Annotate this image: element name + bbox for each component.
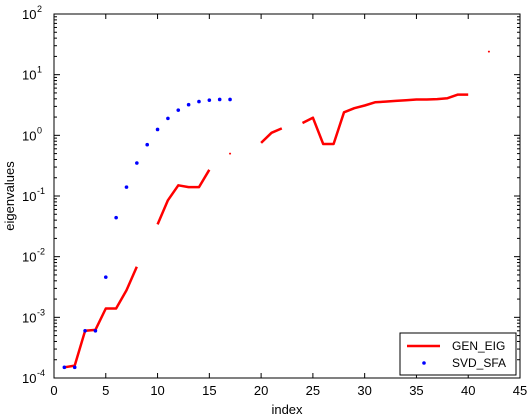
- gen-eig-line-segment: [301, 93, 469, 146]
- legend-label-svd-sfa: SVD_SFA: [452, 356, 506, 370]
- y-tick-exponent: 0: [37, 125, 42, 135]
- gen-eig-line-segment: [64, 266, 138, 369]
- legend-label-gen-eig: GEN_EIG: [452, 339, 505, 353]
- svd-sfa-point: [93, 328, 98, 333]
- y-tick-label: 10: [22, 128, 36, 143]
- y-tick-label: 10: [22, 7, 36, 22]
- legend: GEN_EIG SVD_SFA: [399, 332, 517, 376]
- gen-eig-line-segment: [156, 169, 211, 225]
- svd-sfa-point: [145, 142, 149, 147]
- x-tick-label: 5: [102, 383, 109, 398]
- gen-eig-point: [487, 50, 490, 53]
- svd-sfa-point: [166, 116, 170, 121]
- y-tick-exponent: -1: [37, 186, 45, 196]
- svd-sfa-point: [155, 127, 160, 132]
- y-tick-label: 10: [22, 310, 36, 325]
- x-axis-title: index: [271, 402, 303, 417]
- svd-sfa-point: [207, 98, 212, 102]
- y-tick-exponent: 2: [37, 4, 42, 14]
- series-layer: [62, 50, 490, 370]
- x-tick-label: 25: [306, 383, 320, 398]
- svd-sfa-point: [228, 97, 232, 102]
- x-tick-label: 20: [254, 383, 268, 398]
- svd-sfa-point: [197, 99, 201, 104]
- y-tick-label: 10: [22, 371, 36, 386]
- svd-sfa-point: [186, 102, 191, 107]
- svd-sfa-point: [135, 161, 139, 165]
- y-tick-label: 10: [22, 189, 36, 204]
- x-tick-label: 45: [513, 383, 527, 398]
- y-axis-title: eigenvalues: [2, 161, 17, 231]
- legend-marker-svd-sfa: [422, 361, 426, 365]
- legend-box: [399, 332, 517, 376]
- y-tick-label: 10: [22, 68, 36, 83]
- svd-sfa-point: [72, 365, 77, 370]
- x-axis: 0 5 10 15 20 25 30 35 40 45: [50, 14, 527, 398]
- plot-area: [53, 13, 521, 379]
- y-tick-label: 10: [22, 250, 36, 265]
- svd-sfa-point: [62, 365, 67, 370]
- svd-sfa-point: [124, 185, 129, 189]
- gen-eig-point: [229, 152, 232, 155]
- y-tick-exponent: 1: [37, 65, 42, 75]
- gen-eig-line-segment: [260, 127, 283, 144]
- y-tick-exponent: -2: [37, 247, 45, 257]
- y-tick-exponent: -4: [37, 368, 45, 378]
- svd-sfa-point: [217, 97, 222, 102]
- x-tick-label: 10: [150, 383, 164, 398]
- svd-sfa-point: [83, 328, 87, 333]
- svd-sfa-point: [103, 275, 108, 279]
- x-tick-label: 15: [202, 383, 216, 398]
- svd-sfa-point: [114, 215, 118, 220]
- svd-sfa-point: [176, 108, 181, 112]
- x-tick-label: 35: [409, 383, 423, 398]
- y-tick-exponent: -3: [37, 307, 45, 317]
- x-tick-label: 0: [50, 383, 57, 398]
- x-tick-label: 40: [461, 383, 475, 398]
- x-tick-label: 30: [357, 383, 371, 398]
